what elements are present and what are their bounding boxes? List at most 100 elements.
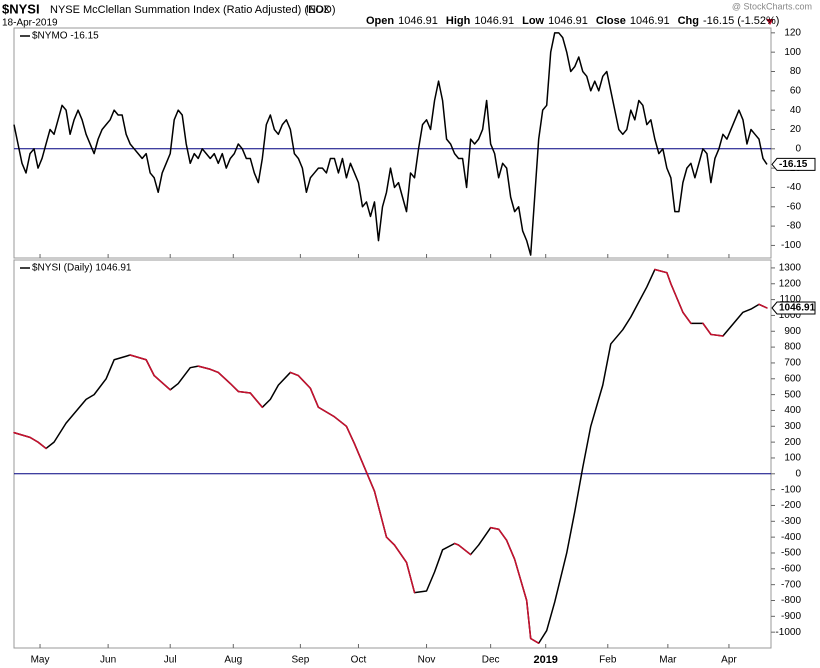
y-tick-label: 1000: [779, 310, 802, 321]
index-name: NYSE McClellan Summation Index (Ratio Ad…: [50, 4, 336, 16]
y-tick-label: -60: [787, 201, 802, 212]
panel-frame: [13, 27, 772, 259]
falling-segment: [333, 416, 348, 428]
panel-frame: [13, 259, 772, 649]
symbol: $NYSI: [2, 1, 40, 16]
falling-segment: [297, 374, 312, 390]
falling-segment: [145, 359, 155, 377]
y-tick-label: -800: [781, 595, 801, 606]
y-tick-label: 80: [790, 66, 802, 77]
falling-segment: [457, 544, 472, 556]
x-tick-label: 2019: [533, 654, 557, 666]
y-tick-label: 100: [784, 453, 801, 464]
falling-segment: [217, 371, 232, 385]
y-tick-label: -1000: [775, 627, 801, 638]
x-tick-label: Jun: [100, 655, 116, 666]
y-tick-label: -500: [781, 548, 801, 559]
y-tick-label: -100: [781, 240, 801, 251]
y-tick-label: 400: [784, 405, 801, 416]
last-value-tag: [771, 301, 816, 315]
y-tick-label: 500: [784, 389, 801, 400]
y-tick-label: -100: [781, 484, 801, 495]
y-tick-label: 0: [795, 468, 801, 479]
y-tick-label: -900: [781, 611, 801, 622]
down-arrow: [766, 19, 774, 25]
falling-segment: [654, 268, 668, 274]
falling-segment: [209, 368, 220, 374]
falling-segment: [197, 365, 212, 371]
falling-segment: [37, 441, 47, 450]
falling-segment: [129, 354, 147, 361]
y-tick-label: 0: [795, 143, 801, 154]
quote: Open 1046.91 High 1046.91 Low 1046.91 Close 104…: [366, 15, 779, 27]
falling-segment: [237, 390, 252, 394]
x-tick-label: Mar: [659, 655, 677, 666]
falling-segment: [505, 539, 516, 561]
x-tick-label: Sep: [291, 655, 309, 666]
quote-value: 1046.91: [474, 15, 514, 27]
x-tick-label: Aug: [224, 655, 242, 666]
falling-segment: [229, 382, 240, 393]
quote-label: High: [446, 15, 471, 27]
y-tick-label: 900: [784, 326, 801, 337]
x-tick-label: Dec: [482, 655, 500, 666]
x-tick-label: May: [31, 655, 50, 666]
falling-segment: [345, 425, 356, 445]
last-value-label: 1046.91: [779, 303, 816, 314]
falling-segment: [365, 471, 376, 492]
y-tick-label: 300: [784, 421, 801, 432]
exchange: INDX: [306, 5, 330, 16]
quote-value: -16.15 (-1.52%): [703, 15, 779, 27]
panel-title: $NYMO -16.15: [32, 31, 99, 42]
x-tick-label: Oct: [351, 655, 367, 666]
quote-value: 1046.91: [398, 15, 438, 27]
y-tick-label: -300: [781, 516, 801, 527]
y-tick-label: 40: [790, 105, 802, 116]
falling-segment: [682, 311, 692, 325]
falling-segment: [393, 544, 408, 564]
watermark: @ StockCharts.com: [732, 1, 812, 11]
y-tick-label: -600: [781, 563, 801, 574]
y-tick-label: 700: [784, 358, 801, 369]
falling-segment: [385, 536, 396, 546]
y-tick-label: -40: [787, 182, 802, 193]
falling-segment: [29, 436, 39, 443]
falling-segment: [249, 392, 264, 409]
falling-segment: [489, 526, 500, 530]
falling-segment: [373, 490, 388, 538]
quote-label: Low: [522, 15, 544, 27]
panel-title: $NYSI (Daily) 1046.91: [32, 263, 132, 274]
y-tick-label: 1200: [779, 278, 802, 289]
quote-label: Close: [596, 15, 626, 27]
y-tick-label: 20: [790, 124, 802, 135]
falling-segment: [710, 333, 724, 337]
last-value-label: -16.15: [779, 159, 808, 170]
falling-segment: [317, 406, 336, 418]
quote-value: 1046.91: [630, 15, 670, 27]
falling-segment: [13, 431, 31, 439]
y-tick-label: 800: [784, 342, 801, 353]
x-tick-label: Feb: [599, 655, 617, 666]
y-tick-label: 1300: [779, 263, 802, 274]
falling-segment: [702, 322, 712, 336]
y-tick-label: 200: [784, 437, 801, 448]
y-tick-label: 600: [784, 373, 801, 384]
x-tick-label: Nov: [418, 655, 436, 666]
date: 18-Apr-2019: [2, 18, 58, 29]
line: [13, 32, 768, 256]
falling-segment: [153, 374, 171, 391]
y-tick-label: 120: [784, 27, 801, 38]
falling-segment: [670, 283, 684, 314]
falling-segment: [513, 558, 528, 602]
y-tick-label: 1100: [779, 294, 801, 305]
falling-segment: [666, 271, 672, 285]
x-tick-label: Jul: [164, 655, 177, 666]
last-value-tag: [771, 157, 816, 171]
x-tick-label: Apr: [721, 655, 737, 666]
falling-segment: [289, 371, 300, 377]
y-tick-label: -200: [781, 500, 801, 511]
falling-segment: [309, 387, 320, 409]
falling-segment: [405, 561, 416, 594]
